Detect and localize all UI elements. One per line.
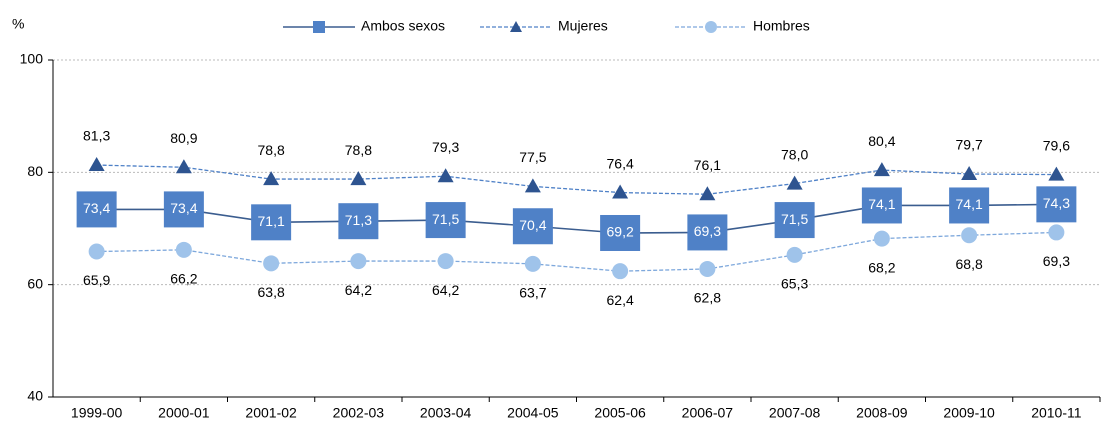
legend-marker [510, 21, 522, 32]
data-label: 71,3 [345, 212, 372, 228]
marker [600, 214, 641, 251]
data-label: 64,2 [345, 282, 372, 298]
series-line [96, 164, 1057, 195]
marker [338, 203, 379, 240]
marker [949, 187, 990, 224]
x-tick-label: 2007-08 [769, 405, 821, 421]
marker [861, 187, 902, 224]
data-label: 73,4 [83, 200, 110, 216]
data-label: 66,2 [170, 271, 197, 287]
x-tick-label: 2001-02 [245, 405, 297, 421]
data-label: 76,1 [694, 157, 721, 173]
x-tick-label: 2003-04 [420, 405, 472, 421]
data-label: 68,8 [956, 256, 983, 272]
marker [251, 204, 292, 241]
data-label: 79,7 [956, 137, 983, 153]
legend-marker [313, 21, 325, 33]
data-label: 80,4 [868, 133, 895, 149]
data-label: 63,8 [258, 284, 285, 300]
data-label: 74,1 [956, 196, 983, 212]
data-label: 73,4 [170, 200, 197, 216]
legend-label: Hombres [753, 18, 810, 34]
marker [961, 166, 978, 181]
marker [437, 253, 454, 270]
data-label: 69,3 [694, 223, 721, 239]
data-label: 76,4 [607, 155, 634, 171]
x-tick-label: 2008-09 [856, 405, 908, 421]
marker [163, 191, 204, 228]
data-label: 77,5 [519, 149, 546, 165]
marker [175, 159, 192, 174]
series-line [96, 203, 1057, 234]
data-label: 74,3 [1043, 195, 1070, 211]
marker [687, 214, 728, 251]
y-tick-label: 40 [27, 388, 43, 404]
data-label: 78,8 [345, 142, 372, 158]
x-tick-label: 2010-11 [1031, 405, 1082, 421]
data-label: 79,3 [432, 139, 459, 155]
y-tick-label: 80 [27, 163, 43, 179]
data-label: 79,6 [1043, 137, 1070, 153]
data-label: 64,2 [432, 282, 459, 298]
marker [425, 202, 466, 239]
data-label: 71,5 [432, 211, 459, 227]
x-tick-label: 2005-06 [594, 405, 646, 421]
marker [263, 171, 280, 186]
data-label: 78,0 [781, 146, 808, 162]
marker [88, 157, 105, 172]
data-label: 71,1 [258, 213, 285, 229]
legend-label: Ambos sexos [361, 18, 445, 34]
legend-marker [705, 21, 717, 33]
x-tick-label: 2002-03 [333, 405, 385, 421]
marker [437, 168, 454, 183]
marker [512, 208, 553, 245]
series-line [96, 231, 1057, 272]
marker [612, 263, 629, 280]
data-label: 62,8 [694, 290, 721, 306]
x-tick-label: 2006-07 [682, 405, 734, 421]
data-label: 68,2 [868, 259, 895, 275]
marker [612, 184, 629, 199]
marker [873, 162, 890, 177]
data-label: 65,9 [83, 272, 110, 288]
data-label: 65,3 [781, 276, 808, 292]
data-label: 74,1 [868, 196, 895, 212]
marker [88, 243, 105, 260]
marker [350, 171, 367, 186]
data-label: 63,7 [519, 285, 546, 301]
data-label: 71,5 [781, 211, 808, 227]
x-tick-label: 2004-05 [507, 405, 559, 421]
marker [350, 253, 367, 270]
x-tick-label: 2009-10 [943, 405, 995, 421]
marker [873, 230, 890, 247]
marker [786, 246, 803, 263]
x-tick-label: 1999-00 [71, 405, 123, 421]
y-tick-label: 100 [20, 51, 44, 67]
legend-label: Mujeres [558, 18, 608, 34]
data-label: 80,9 [170, 130, 197, 146]
marker [699, 186, 716, 201]
data-label: 70,4 [519, 217, 546, 233]
marker [786, 175, 803, 190]
marker [774, 202, 815, 239]
marker [76, 191, 117, 228]
data-label: 69,3 [1043, 253, 1070, 269]
data-label: 81,3 [83, 128, 110, 144]
marker [699, 260, 716, 277]
marker [175, 241, 192, 258]
marker [524, 178, 541, 193]
y-axis-label: % [12, 16, 24, 32]
marker [961, 227, 978, 244]
marker [1036, 186, 1077, 223]
data-label: 62,4 [607, 292, 634, 308]
marker [1048, 224, 1065, 241]
y-tick-label: 60 [27, 275, 43, 291]
marker [524, 255, 541, 272]
data-label: 78,8 [258, 142, 285, 158]
x-tick-label: 2000-01 [158, 405, 210, 421]
marker [263, 255, 280, 272]
data-label: 69,2 [607, 224, 634, 240]
marker [1048, 166, 1065, 181]
